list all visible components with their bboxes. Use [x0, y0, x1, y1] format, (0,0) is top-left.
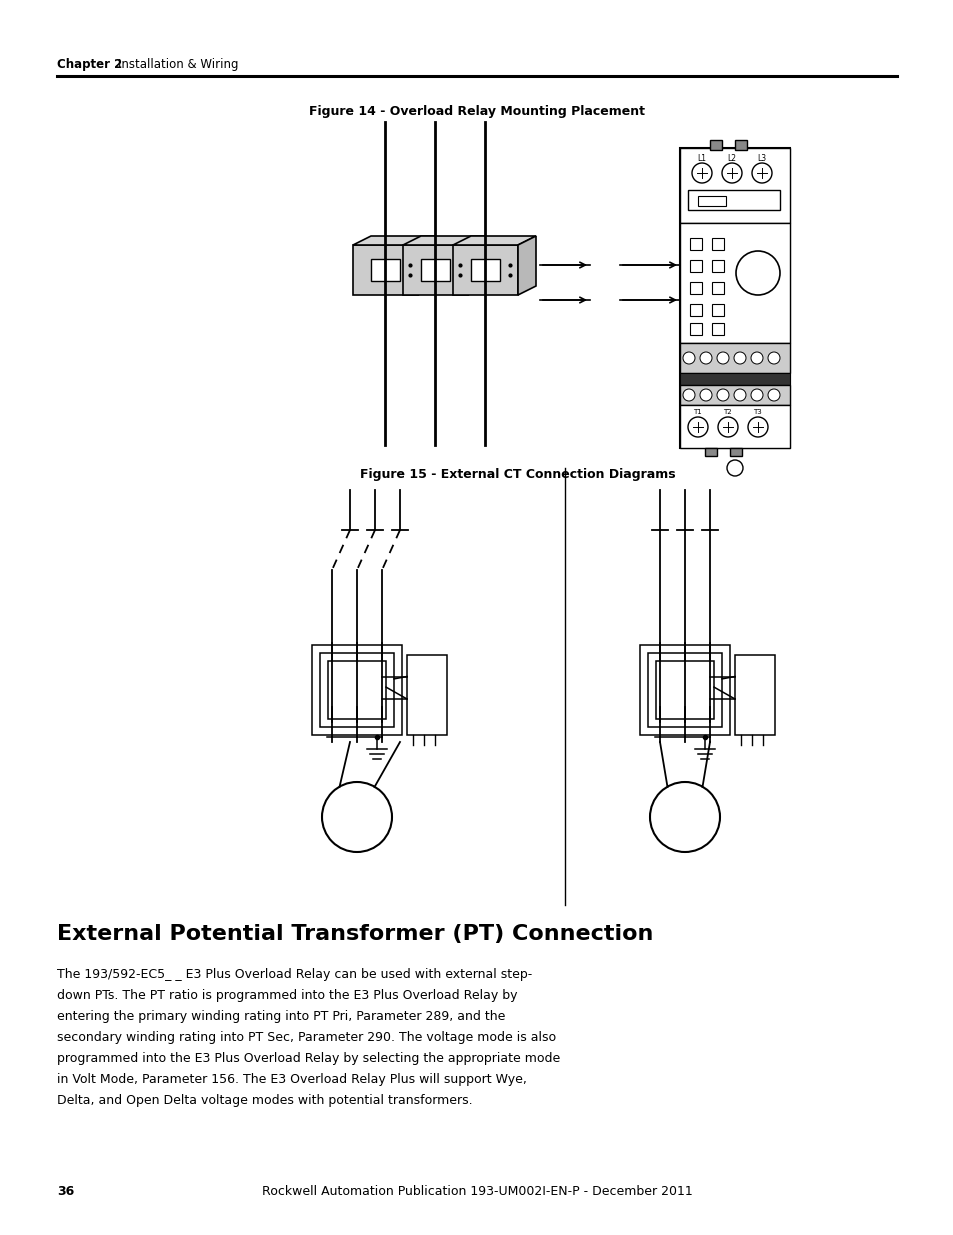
- Text: programmed into the E3 Plus Overload Relay by selecting the appropriate mode: programmed into the E3 Plus Overload Rel…: [57, 1052, 559, 1065]
- Text: Installation & Wiring: Installation & Wiring: [118, 58, 238, 70]
- Bar: [371, 259, 399, 282]
- Text: Delta, and Open Delta voltage modes with potential transformers.: Delta, and Open Delta voltage modes with…: [57, 1094, 472, 1107]
- Text: Rockwell Automation Publication 193-UM002I-EN-P - December 2011: Rockwell Automation Publication 193-UM00…: [261, 1186, 692, 1198]
- Bar: [453, 245, 517, 295]
- Bar: [689, 304, 701, 316]
- Text: External Potential Transformer (PT) Connection: External Potential Transformer (PT) Conn…: [57, 924, 653, 944]
- Circle shape: [717, 389, 728, 401]
- Bar: [679, 343, 789, 373]
- Bar: [639, 645, 729, 735]
- Circle shape: [750, 389, 762, 401]
- Polygon shape: [353, 236, 436, 245]
- Bar: [471, 259, 499, 282]
- Circle shape: [700, 352, 711, 364]
- Bar: [711, 282, 723, 294]
- Bar: [704, 448, 717, 456]
- Bar: [679, 148, 789, 448]
- Circle shape: [691, 163, 711, 183]
- Circle shape: [682, 352, 695, 364]
- Bar: [647, 653, 721, 727]
- Text: L3: L3: [757, 154, 765, 163]
- Text: Figure 15 - External CT Connection Diagrams: Figure 15 - External CT Connection Diagr…: [359, 468, 675, 480]
- Circle shape: [717, 352, 728, 364]
- Polygon shape: [453, 236, 536, 245]
- Polygon shape: [468, 236, 485, 295]
- Text: L1: L1: [697, 154, 705, 163]
- Circle shape: [750, 352, 762, 364]
- Bar: [711, 304, 723, 316]
- Circle shape: [747, 417, 767, 437]
- Bar: [689, 238, 701, 249]
- Circle shape: [322, 782, 392, 852]
- Bar: [711, 238, 723, 249]
- Text: 36: 36: [57, 1186, 74, 1198]
- Text: Figure 14 - Overload Relay Mounting Placement: Figure 14 - Overload Relay Mounting Plac…: [309, 105, 644, 119]
- Polygon shape: [417, 236, 436, 295]
- Bar: [689, 282, 701, 294]
- Circle shape: [687, 417, 707, 437]
- Polygon shape: [402, 236, 485, 245]
- Bar: [402, 245, 468, 295]
- Circle shape: [767, 352, 780, 364]
- Bar: [420, 259, 450, 282]
- Text: entering the primary winding rating into PT Pri, Parameter 289, and the: entering the primary winding rating into…: [57, 1010, 505, 1023]
- Circle shape: [733, 352, 745, 364]
- Bar: [353, 245, 417, 295]
- Bar: [679, 373, 789, 385]
- Bar: [679, 385, 789, 405]
- Circle shape: [735, 251, 780, 295]
- Circle shape: [700, 389, 711, 401]
- Bar: [679, 224, 789, 343]
- Bar: [407, 655, 447, 735]
- Text: T2: T2: [722, 409, 731, 415]
- Text: The 193/592-EC5_ _ E3 Plus Overload Relay can be used with external step-: The 193/592-EC5_ _ E3 Plus Overload Rela…: [57, 968, 532, 981]
- Bar: [729, 448, 741, 456]
- Bar: [319, 653, 394, 727]
- Bar: [687, 190, 780, 210]
- Bar: [734, 140, 746, 149]
- Bar: [711, 261, 723, 272]
- Bar: [328, 661, 386, 719]
- Bar: [689, 261, 701, 272]
- Bar: [312, 645, 401, 735]
- Circle shape: [751, 163, 771, 183]
- Circle shape: [726, 459, 742, 475]
- Polygon shape: [517, 236, 536, 295]
- Text: Chapter 2: Chapter 2: [57, 58, 122, 70]
- Bar: [709, 140, 721, 149]
- Text: T3: T3: [752, 409, 760, 415]
- Circle shape: [733, 389, 745, 401]
- Bar: [679, 148, 789, 224]
- Text: in Volt Mode, Parameter 156. The E3 Overload Relay Plus will support Wye,: in Volt Mode, Parameter 156. The E3 Over…: [57, 1073, 526, 1086]
- Text: down PTs. The PT ratio is programmed into the E3 Plus Overload Relay by: down PTs. The PT ratio is programmed int…: [57, 989, 517, 1002]
- Text: L2: L2: [726, 154, 735, 163]
- Text: secondary winding rating into PT Sec, Parameter 290. The voltage mode is also: secondary winding rating into PT Sec, Pa…: [57, 1031, 556, 1044]
- Bar: [734, 655, 774, 735]
- Bar: [698, 196, 725, 206]
- Bar: [679, 405, 789, 448]
- Circle shape: [721, 163, 741, 183]
- Bar: [656, 661, 713, 719]
- Text: T1: T1: [692, 409, 701, 415]
- Circle shape: [682, 389, 695, 401]
- Circle shape: [718, 417, 738, 437]
- Circle shape: [649, 782, 720, 852]
- Bar: [711, 324, 723, 335]
- Bar: [689, 324, 701, 335]
- Circle shape: [767, 389, 780, 401]
